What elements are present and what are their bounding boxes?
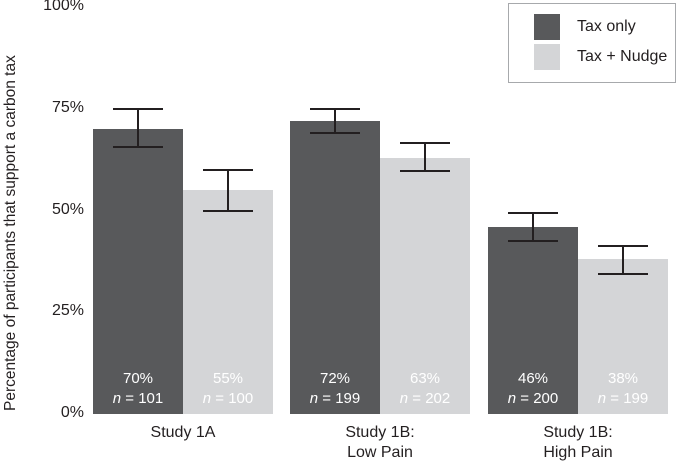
y-axis-label: Percentage of participants that support … <box>2 55 19 412</box>
error-bar-stem <box>424 143 426 171</box>
error-bar-cap-top <box>113 107 163 110</box>
x-category-label: Study 1B: Low Pain <box>345 424 415 461</box>
bar-tax-nudge <box>183 190 273 414</box>
error-bar-cap-top <box>598 245 648 248</box>
legend-item-tax-nudge: Tax + Nudge <box>534 43 675 70</box>
error-bar-cap-bottom <box>598 272 648 275</box>
bar-tax-nudge <box>578 259 668 414</box>
error-bar-cap-bottom <box>113 146 163 149</box>
error-bar-cap-bottom <box>400 169 450 172</box>
bar-value-label: 55% n = 100 <box>202 370 254 407</box>
x-category-label: Study 1A <box>150 424 216 441</box>
error-bar-stem <box>137 108 139 148</box>
error-bar-stem <box>532 212 534 242</box>
error-bar-cap-bottom <box>508 240 558 243</box>
y-tick-label: 100% <box>43 0 84 14</box>
y-tick-label: 50% <box>51 200 84 218</box>
error-bar-cap-top <box>310 107 360 110</box>
error-bar-cap-bottom <box>203 209 253 212</box>
x-category-label: Study 1B: High Pain <box>543 424 613 461</box>
legend: Tax only Tax + Nudge <box>508 3 676 83</box>
error-bar-cap-bottom <box>310 132 360 135</box>
bar-value-label: 63% n = 202 <box>399 370 451 407</box>
tax-nudge-swatch-icon <box>534 43 560 70</box>
error-bar-cap-top <box>203 168 253 171</box>
error-bar-cap-top <box>508 211 558 214</box>
bar-tax-only <box>488 227 578 414</box>
error-bar-stem <box>227 169 229 211</box>
error-bar-stem <box>334 108 336 134</box>
bar-value-label: 70% n = 101 <box>112 370 164 407</box>
tax-only-swatch-icon <box>534 13 560 40</box>
legend-label-tax-only: Tax only <box>577 17 636 35</box>
error-bar-cap-top <box>400 142 450 145</box>
y-tick-label: 0% <box>60 404 84 421</box>
bar-value-label: 72% n = 199 <box>309 370 361 407</box>
bar-tax-nudge <box>380 158 470 414</box>
bar-tax-only <box>93 129 183 414</box>
bar-tax-only <box>290 121 380 414</box>
legend-item-tax-only: Tax only <box>534 13 675 40</box>
y-tick-label: 75% <box>51 98 84 116</box>
bar-value-label: 46% n = 200 <box>507 370 559 407</box>
y-tick-label: 25% <box>51 302 84 320</box>
error-bar-stem <box>622 246 624 274</box>
bar-value-label: 38% n = 199 <box>597 370 649 407</box>
legend-label-tax-nudge: Tax + Nudge <box>577 47 668 65</box>
